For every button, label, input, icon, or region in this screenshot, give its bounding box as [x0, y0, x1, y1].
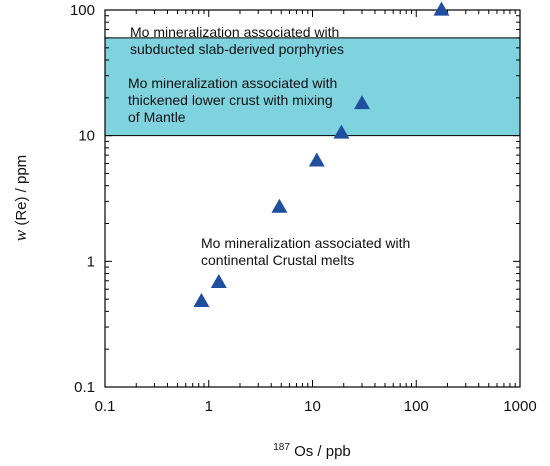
annotation-line: subducted slab-derived porphyries — [130, 41, 344, 57]
thickened-lower-crust-band — [105, 37, 520, 136]
data-point — [308, 152, 325, 167]
data-points — [193, 1, 450, 307]
x-tick-label: 100 — [404, 398, 429, 415]
axis-tick-labels: 0.1 1 10 100 1000 0.1 1 10 100 — [70, 2, 537, 415]
x-axis-title-text: Os / ppb — [294, 443, 351, 460]
x-tick-label: 10 — [304, 398, 321, 415]
y-tick-label: 0.1 — [74, 379, 95, 396]
data-point — [433, 1, 450, 16]
y-axis-title-italic: w — [11, 229, 30, 241]
x-tick-label: 1 — [205, 398, 213, 415]
axis-ticks — [104, 9, 521, 388]
data-point — [210, 273, 227, 288]
y-tick-label: 100 — [70, 2, 95, 19]
data-point — [271, 198, 288, 213]
data-point — [333, 124, 350, 139]
annotation-line: Mo mineralization associated with — [130, 24, 339, 40]
x-tick-label: 1000 — [503, 398, 536, 415]
annotation-slab-porphyries: Mo mineralization associated with subduc… — [130, 24, 344, 57]
y-tick-label: 10 — [78, 128, 95, 145]
x-axis-title: 187 Os / ppb — [273, 437, 351, 460]
x-tick-label: 0.1 — [95, 398, 116, 415]
annotation-line: thickened lower crust with mixing — [128, 92, 333, 108]
x-axis-title-superscript: 187 — [273, 442, 290, 453]
annotation-line: continental Crustal melts — [201, 252, 354, 268]
annotation-line: Mo mineralization associated with — [201, 235, 410, 251]
annotation-line: Mo mineralization associated with — [128, 75, 337, 91]
annotation-thickened-crust: Mo mineralization associated with thicke… — [128, 75, 341, 125]
data-point — [354, 95, 371, 110]
y-axis-title-text: (Re) / ppm — [13, 155, 30, 226]
y-axis-title: w (Re) / ppm — [11, 155, 30, 241]
data-point — [193, 292, 210, 307]
y-tick-label: 1 — [87, 253, 95, 270]
annotation-line: of Mantle — [128, 109, 186, 125]
annotation-crustal-melts: Mo mineralization associated with contin… — [201, 235, 414, 268]
